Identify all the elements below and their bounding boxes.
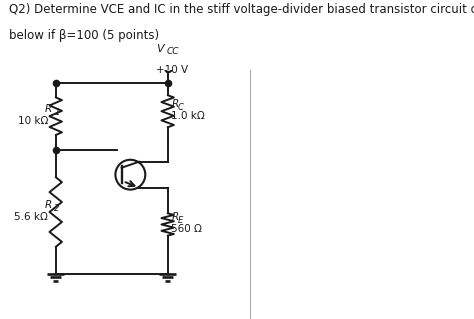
Text: R: R [45, 200, 52, 210]
Text: E: E [178, 216, 183, 225]
Text: 2: 2 [55, 204, 60, 213]
Text: 560 Ω: 560 Ω [172, 225, 202, 234]
Text: V: V [156, 44, 164, 54]
Text: below if β=100 (5 points): below if β=100 (5 points) [9, 29, 160, 42]
Text: 5.6 kΩ: 5.6 kΩ [14, 212, 48, 222]
Text: CC: CC [166, 48, 179, 56]
Text: C: C [178, 103, 184, 112]
Text: +10 V: +10 V [156, 65, 189, 75]
Text: R: R [172, 212, 179, 222]
Text: Q2) Determine VCE and IC in the stiff voltage-divider biased transistor circuit : Q2) Determine VCE and IC in the stiff vo… [9, 3, 474, 16]
Text: 1.0 kΩ: 1.0 kΩ [172, 111, 205, 121]
Text: 10 kΩ: 10 kΩ [18, 116, 48, 126]
Text: 1: 1 [55, 108, 60, 117]
Text: R: R [172, 99, 179, 109]
Text: R: R [45, 104, 52, 114]
